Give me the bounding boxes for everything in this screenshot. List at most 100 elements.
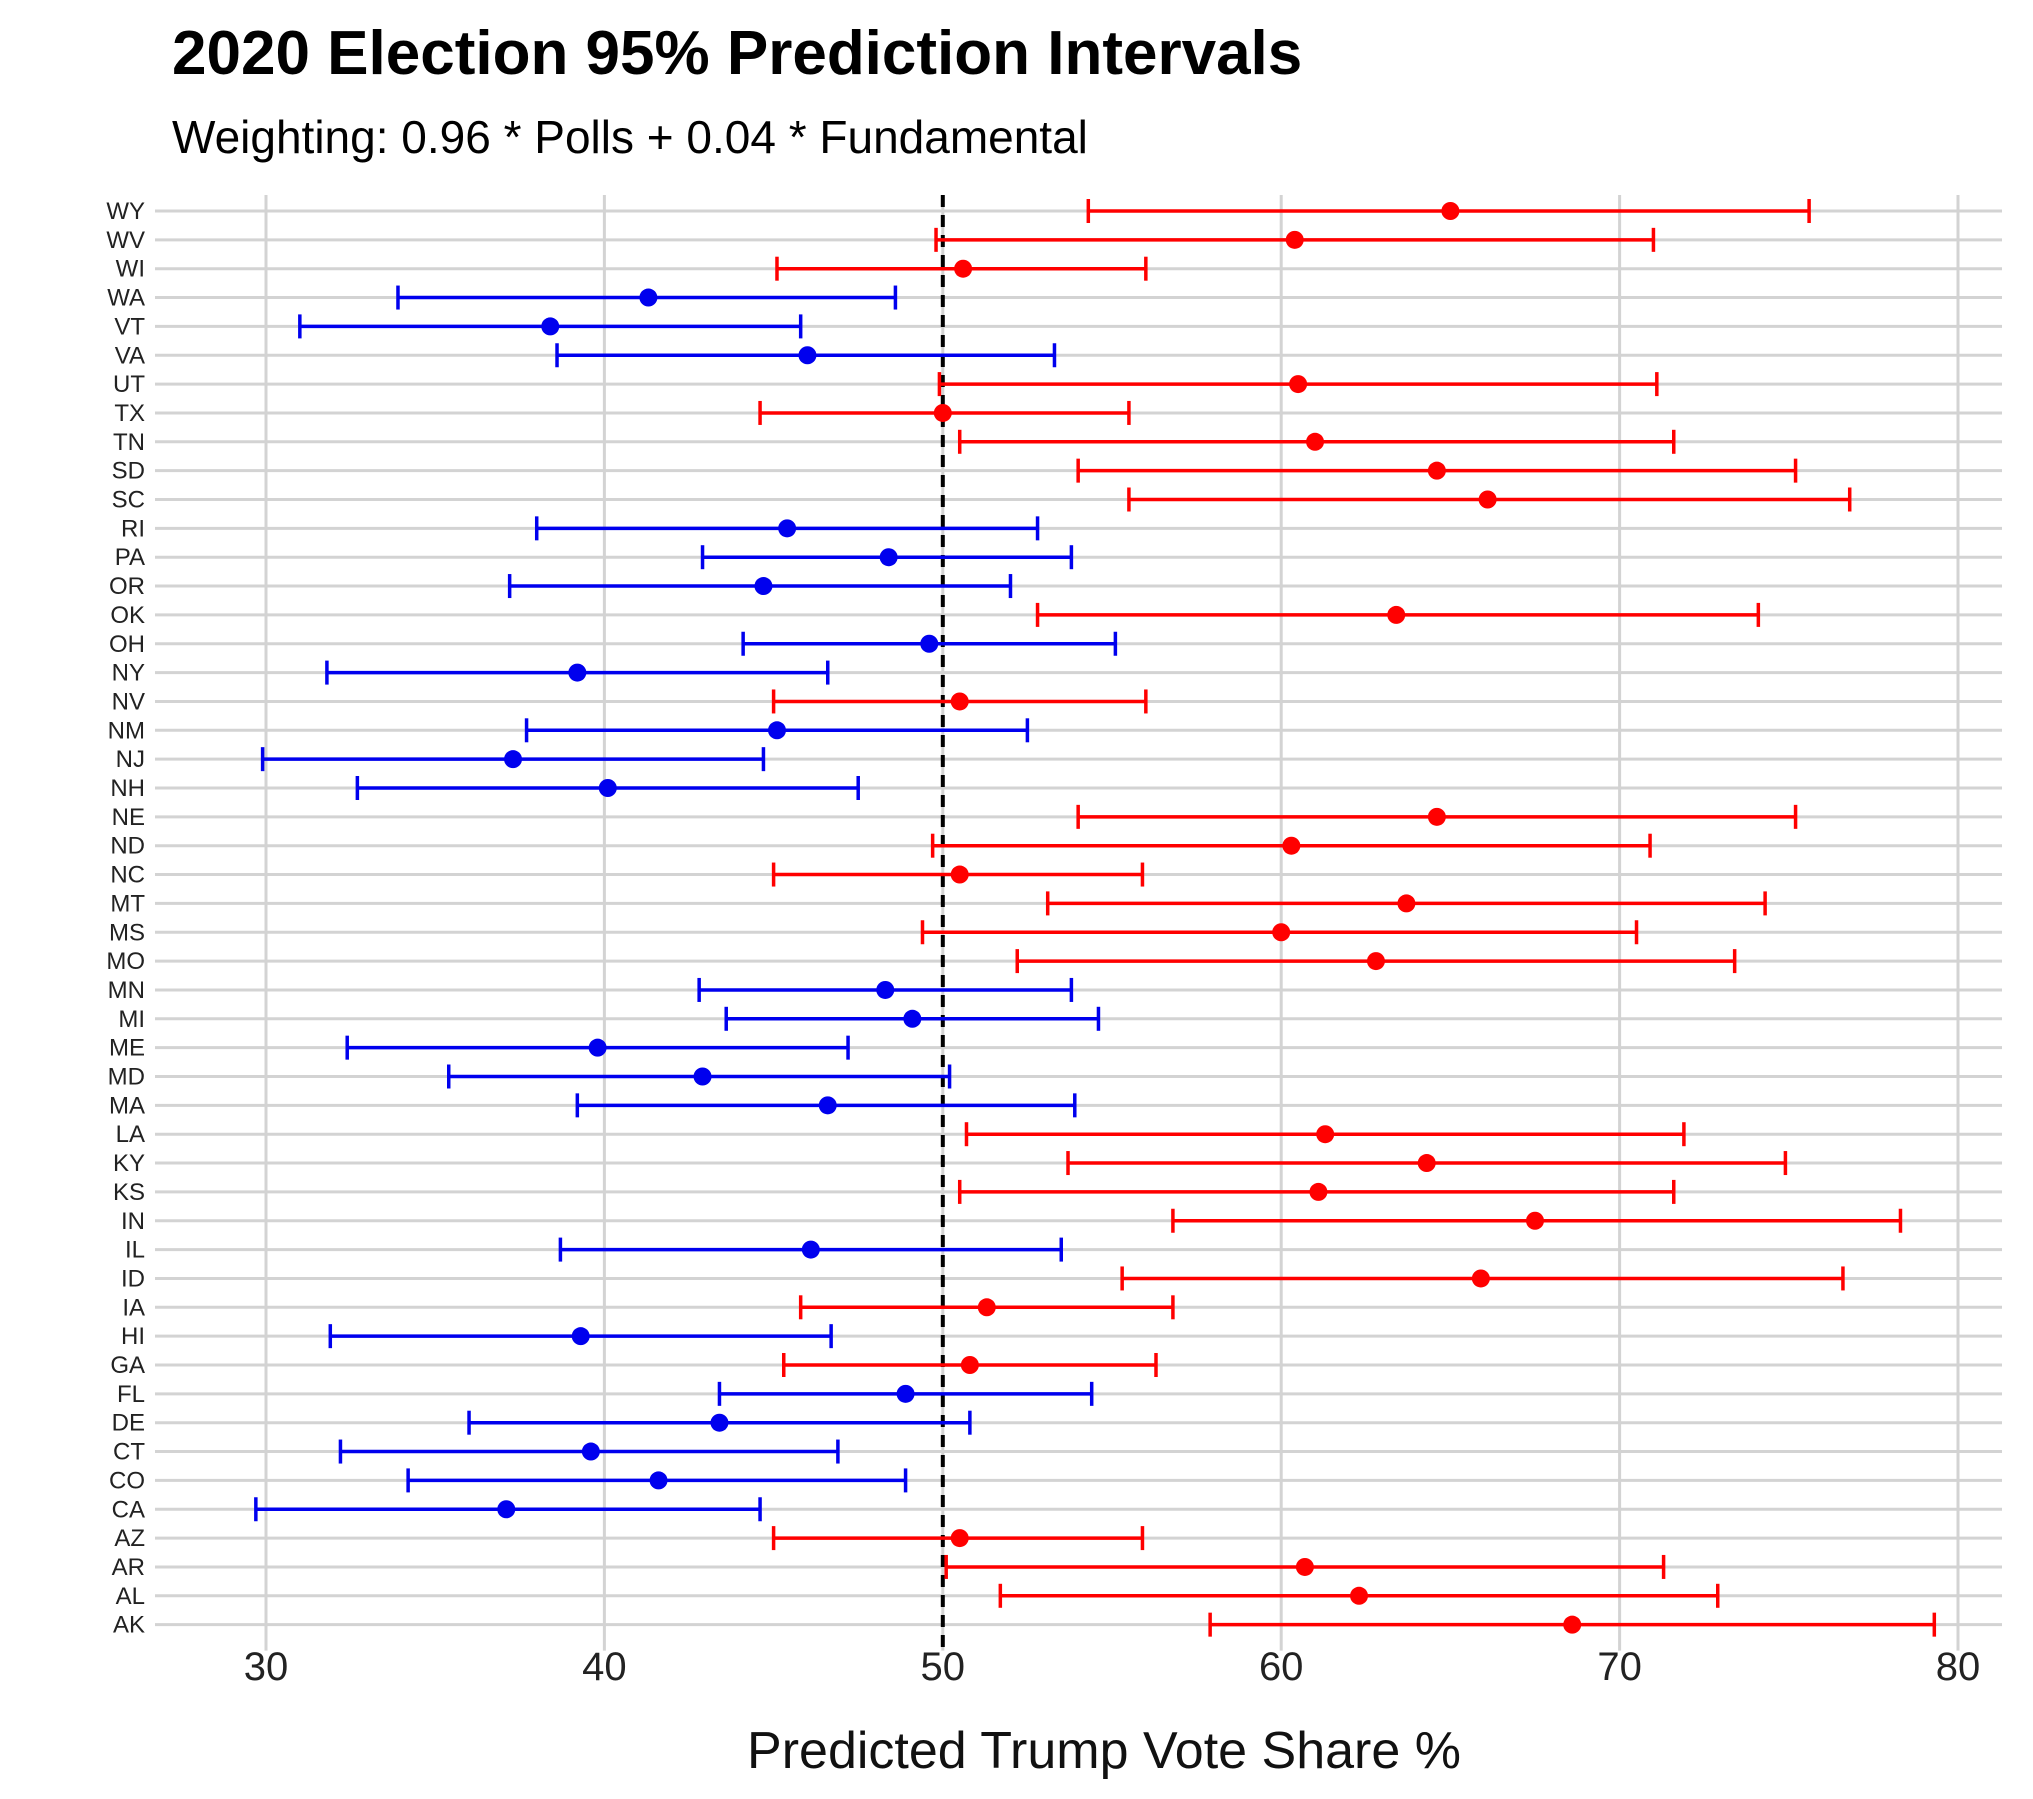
y-tick-label-tx: TX xyxy=(114,400,145,427)
y-tick-label-hi: HI xyxy=(121,1323,145,1350)
point-estimate-mt xyxy=(1397,894,1416,913)
y-tick-label-ak: AK xyxy=(113,1612,145,1639)
point-estimate-wi xyxy=(954,259,973,278)
point-estimate-tx xyxy=(933,403,952,422)
y-tick-label-id: ID xyxy=(121,1265,145,1292)
point-estimate-or xyxy=(754,577,773,596)
y-tick-label-ar: AR xyxy=(112,1554,145,1581)
interval-mi xyxy=(724,1006,1101,1031)
point-estimate-ks xyxy=(1309,1182,1328,1201)
point-estimate-ct xyxy=(581,1442,600,1461)
point-estimate-ia xyxy=(977,1298,996,1317)
point-estimate-oh xyxy=(920,634,939,653)
point-estimate-nh xyxy=(598,779,617,797)
y-tick-label-az: AZ xyxy=(114,1525,145,1552)
y-tick-label-ri: RI xyxy=(121,515,145,542)
interval-tx xyxy=(758,400,1131,425)
interval-hi xyxy=(328,1324,833,1349)
point-estimate-wv xyxy=(1285,230,1304,249)
y-tick-label-ia: IA xyxy=(122,1294,145,1321)
interval-ms xyxy=(920,920,1639,945)
y-tick-label-in: IN xyxy=(121,1208,145,1235)
y-tick-label-ca: CA xyxy=(112,1496,145,1523)
interval-ak xyxy=(1208,1612,1937,1637)
y-tick-label-tn: TN xyxy=(113,429,145,456)
point-estimate-md xyxy=(693,1067,712,1086)
y-tick-label-nj: NJ xyxy=(116,746,145,773)
y-tick-label-nd: ND xyxy=(110,833,145,860)
y-tick-label-wa: WA xyxy=(107,285,145,312)
interval-ok xyxy=(1035,602,1761,627)
interval-la xyxy=(964,1122,1686,1147)
point-estimate-tn xyxy=(1306,432,1325,451)
interval-tn xyxy=(957,429,1676,454)
point-estimate-pa xyxy=(879,548,898,567)
interval-mo xyxy=(1015,949,1737,974)
interval-mt xyxy=(1045,891,1767,916)
interval-nm xyxy=(524,718,1030,743)
point-estimate-ne xyxy=(1427,807,1446,826)
chart-subtitle: Weighting: 0.96 * Polls + 0.04 * Fundame… xyxy=(172,111,1088,163)
interval-va xyxy=(555,343,1057,368)
y-tick-label-al: AL xyxy=(116,1583,145,1610)
interval-ky xyxy=(1066,1151,1788,1176)
point-estimate-ms xyxy=(1272,923,1291,942)
point-estimate-ca xyxy=(497,1500,516,1519)
point-estimate-wa xyxy=(639,288,658,307)
interval-nj xyxy=(260,747,766,772)
y-tick-label-pa: PA xyxy=(115,544,145,571)
point-estimate-ri xyxy=(778,519,797,538)
point-estimate-me xyxy=(588,1038,607,1057)
y-tick-label-va: VA xyxy=(115,342,145,369)
x-tick-label-70: 70 xyxy=(1597,1645,1642,1689)
point-estimate-in xyxy=(1526,1211,1544,1230)
point-estimate-wy xyxy=(1441,202,1460,220)
y-tick-label-nm: NM xyxy=(108,717,145,744)
y-tick-label-nc: NC xyxy=(110,862,145,889)
point-estimate-mo xyxy=(1366,952,1385,971)
y-tick-label-ct: CT xyxy=(113,1439,145,1466)
x-tick-label-80: 80 xyxy=(1936,1645,1981,1689)
interval-ga xyxy=(782,1353,1158,1377)
y-tick-label-nv: NV xyxy=(112,688,145,715)
y-tick-label-or: OR xyxy=(109,573,145,600)
interval-al xyxy=(998,1583,1720,1608)
interval-sd xyxy=(1076,458,1798,483)
interval-co xyxy=(406,1468,908,1493)
interval-id xyxy=(1120,1266,1845,1291)
interval-wi xyxy=(775,256,1148,281)
y-tick-label-ut: UT xyxy=(113,371,145,398)
y-tick-label-mt: MT xyxy=(110,890,145,917)
x-tick-label-50: 50 xyxy=(921,1645,966,1689)
y-tick-label-ma: MA xyxy=(109,1092,145,1119)
interval-wa xyxy=(396,285,898,310)
x-tick-label-30: 30 xyxy=(244,1645,289,1689)
point-estimate-nm xyxy=(767,721,786,740)
y-tick-label-fl: FL xyxy=(117,1381,145,1408)
interval-nh xyxy=(355,776,860,800)
point-estimate-hi xyxy=(571,1327,590,1346)
y-tick-label-ny: NY xyxy=(112,660,145,687)
interval-or xyxy=(507,574,1013,599)
point-estimate-mn xyxy=(876,980,895,999)
y-tick-label-wv: WV xyxy=(106,227,145,254)
y-tick-label-mn: MN xyxy=(108,977,145,1004)
interval-ar xyxy=(944,1554,1666,1579)
interval-mn xyxy=(697,977,1074,1002)
interval-ia xyxy=(798,1295,1175,1320)
point-estimate-ny xyxy=(568,663,587,682)
y-tick-label-mo: MO xyxy=(106,948,145,975)
interval-ri xyxy=(534,516,1040,541)
point-estimate-nd xyxy=(1282,836,1301,855)
point-estimate-il xyxy=(801,1240,820,1259)
interval-nv xyxy=(771,689,1148,714)
y-tick-label-oh: OH xyxy=(109,631,145,658)
y-tick-labels: WYWVWIWAVTVAUTTXTNSDSCRIPAOROKOHNYNVNMNJ… xyxy=(106,198,145,1639)
point-estimate-ok xyxy=(1387,605,1406,624)
interval-ut xyxy=(937,372,1659,397)
point-estimate-vt xyxy=(541,317,560,336)
x-axis-label: Predicted Trump Vote Share % xyxy=(747,1722,1461,1780)
x-tick-label-40: 40 xyxy=(582,1645,627,1689)
y-tick-label-sd: SD xyxy=(112,458,145,485)
point-estimate-co xyxy=(649,1471,668,1490)
